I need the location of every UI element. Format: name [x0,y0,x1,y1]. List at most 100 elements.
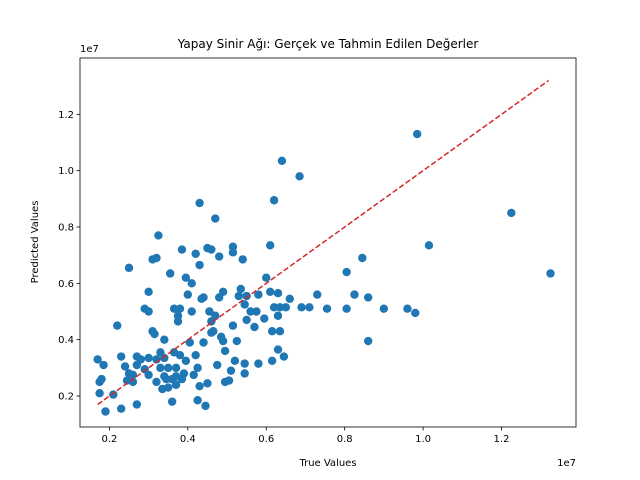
data-point [181,273,191,282]
data-point [203,379,212,388]
data-point [179,369,189,378]
x-tick-label: 0.2 [101,434,117,445]
data-point [411,308,420,318]
data-point [162,374,171,384]
data-point [116,404,126,413]
data-point [240,369,249,378]
data-point [281,303,291,312]
data-point [269,303,279,312]
data-point [101,407,110,416]
data-point [193,363,202,373]
data-point [254,290,263,299]
data-point [164,383,173,392]
data-point [507,208,516,218]
data-point [211,311,220,320]
x-tick-label: 1.0 [415,434,431,445]
data-point [185,338,194,347]
data-point [265,287,275,296]
data-point [236,284,245,294]
y-tick-label: 0.6 [58,279,74,290]
data-point [305,303,314,312]
data-point [175,350,185,360]
x-tick-label: 0.6 [258,434,274,445]
data-point [152,377,161,387]
y-tick-label: 0.2 [58,392,74,403]
data-point [150,329,159,339]
data-point [144,307,153,316]
data-point [109,390,118,399]
data-point [265,241,275,250]
data-point [132,400,142,409]
data-point [218,336,228,346]
data-point [213,360,222,370]
data-point [183,290,193,299]
data-point [144,370,153,380]
data-point [234,291,243,301]
data-point [209,327,218,336]
data-point [295,172,304,181]
data-point [124,263,134,273]
x-tick-label: 0.4 [180,434,196,445]
data-point [275,303,285,312]
data-point [322,304,332,313]
data-point [218,287,228,296]
data-point [342,304,351,313]
data-point [260,314,269,323]
data-point [232,336,242,346]
data-point [120,362,130,371]
data-point [195,198,204,208]
data-point [228,321,238,330]
data-point [242,291,251,301]
y-axis-offset-label: 1e7 [80,44,99,55]
data-point [363,293,373,302]
data-point [273,311,283,320]
data-point [193,396,202,405]
data-point [275,327,285,336]
data-point [238,255,247,264]
data-point [199,338,208,347]
data-point [207,245,216,254]
data-point [99,360,108,370]
data-point [171,363,181,373]
data-point [144,353,153,363]
data-point [167,397,177,406]
data-point [342,267,351,277]
data-point [195,260,204,270]
data-point [226,366,236,375]
data-point [267,327,277,336]
data-point [171,380,181,389]
data-point [279,352,289,361]
chart-title: Yapay Sinir Ağı: Gerçek ve Tahmin Edilen… [177,37,479,51]
data-point [240,300,249,309]
data-point [195,381,204,391]
y-tick-label: 0.8 [58,223,74,234]
data-point [177,245,187,254]
data-point [262,273,271,282]
data-point [113,321,122,330]
data-point [403,304,412,313]
x-tick-label: 1.2 [494,434,510,445]
data-point [187,279,196,288]
data-point [424,241,434,250]
data-point [189,370,198,380]
data-point [152,253,161,263]
data-point [156,363,165,373]
data-point [205,307,214,316]
data-point [165,269,175,278]
data-point [181,356,191,366]
reference-line [97,79,549,406]
y-axis-label: Predicted Values [30,201,41,284]
data-point [164,363,173,373]
data-point [144,287,153,296]
data-point [273,345,283,354]
data-point [169,304,179,313]
data-point [240,359,249,368]
data-point [254,359,263,368]
data-point [277,156,287,166]
data-point [191,350,200,360]
data-point [199,293,208,302]
data-point [297,303,306,312]
